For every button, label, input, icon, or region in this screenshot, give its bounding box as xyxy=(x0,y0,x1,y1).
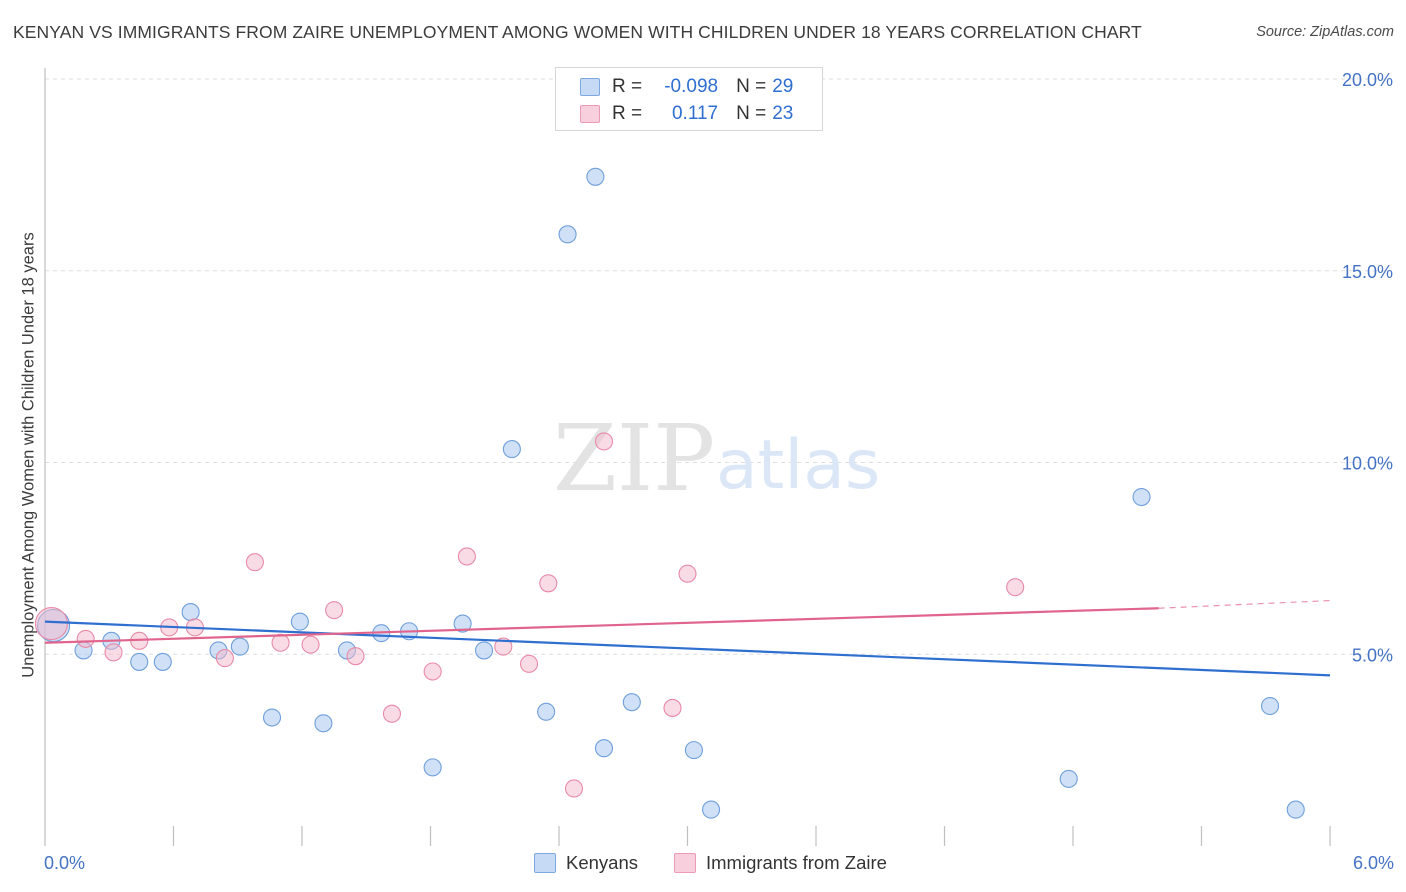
zaire-trend-extension xyxy=(1158,599,1331,609)
legend-n-label: N = xyxy=(736,103,767,124)
y-tick-label: 15.0% xyxy=(1342,262,1393,282)
kenyans-point xyxy=(1059,769,1078,788)
x-tick-label: 0.0% xyxy=(44,853,85,873)
legend-label-zaire: Immigrants from Zaire xyxy=(706,852,887,873)
y-tick-label: 20.0% xyxy=(1342,70,1393,90)
zaire-point xyxy=(271,633,290,652)
legend-swatch-zaire xyxy=(580,105,600,123)
zaire-point xyxy=(301,635,320,654)
zaire-point xyxy=(245,553,264,572)
kenyans-point xyxy=(1286,800,1305,819)
zaire-point xyxy=(104,643,123,662)
legend-item-kenyans[interactable]: Kenyans xyxy=(534,852,638,874)
kenyans-trend-line xyxy=(44,620,1331,677)
kenyans-point xyxy=(230,637,249,656)
legend-item-zaire[interactable]: Immigrants from Zaire xyxy=(674,852,887,874)
zaire-point xyxy=(457,547,476,566)
axes xyxy=(44,68,1331,846)
zaire-point xyxy=(346,647,365,666)
zaire-trend-line xyxy=(44,607,1159,644)
legend-swatch-kenyans xyxy=(534,853,556,873)
watermark: ZIP atlas xyxy=(553,405,880,512)
zaire-point xyxy=(325,601,344,620)
chart-title: KENYAN VS IMMIGRANTS FROM ZAIRE UNEMPLOY… xyxy=(13,22,1142,42)
zaire-point xyxy=(519,654,539,673)
zaire-point xyxy=(423,662,442,681)
correlation-legend: R = -0.098 N = 29 R = 0.117 N = 23 xyxy=(555,67,823,131)
kenyans-point xyxy=(453,614,472,633)
kenyans-point xyxy=(594,739,614,758)
legend-swatch-zaire xyxy=(674,853,696,873)
zaire-point xyxy=(382,704,402,723)
kenyans-point xyxy=(262,708,282,727)
kenyans-point xyxy=(181,603,200,622)
legend-row-zaire: R = 0.117 N = 23 xyxy=(580,102,793,126)
legend-r-value: 0.117 xyxy=(671,103,719,124)
zaire-point xyxy=(678,564,697,583)
legend-label-kenyans: Kenyans xyxy=(566,852,638,873)
zaire-point xyxy=(594,432,614,451)
kenyans-point xyxy=(684,741,703,760)
zaire-point xyxy=(215,649,234,668)
legend-n-value: 23 xyxy=(772,103,794,124)
watermark-zip: ZIP xyxy=(553,405,715,512)
legend-r-value: -0.098 xyxy=(664,76,719,97)
zaire-point xyxy=(76,629,95,648)
zaire-point xyxy=(1006,578,1025,597)
watermark-atlas: atlas xyxy=(716,426,880,505)
kenyans-point xyxy=(314,714,333,733)
y-tick-label: 10.0% xyxy=(1342,454,1393,474)
kenyans-point xyxy=(702,800,721,819)
series-legend: Kenyans Immigrants from Zaire xyxy=(0,852,1406,878)
y-tick-labels: 5.0% 10.0% 15.0% 20.0% xyxy=(1342,70,1393,665)
kenyans-point xyxy=(586,167,605,186)
y-tick-label: 5.0% xyxy=(1352,645,1393,665)
kenyans-point xyxy=(558,225,577,244)
kenyans-point xyxy=(153,652,172,671)
zaire-point xyxy=(34,607,68,641)
legend-r-label: R = xyxy=(612,103,643,124)
legend-r-label: R = xyxy=(612,76,643,97)
chart-source: Source: ZipAtlas.com xyxy=(1256,24,1394,40)
legend-n-value: 29 xyxy=(772,76,794,97)
kenyans-point xyxy=(537,702,556,721)
legend-row-kenyans: R = -0.098 N = 29 xyxy=(580,75,793,99)
kenyans-point xyxy=(290,612,309,631)
kenyans-point xyxy=(423,758,442,777)
kenyans-point xyxy=(502,440,521,459)
kenyans-point xyxy=(474,641,494,660)
legend-n-label: N = xyxy=(736,76,767,97)
zaire-point xyxy=(494,637,513,656)
x-tick-label: 6.0% xyxy=(1353,853,1394,873)
trend-lines xyxy=(44,599,1331,677)
kenyans-point xyxy=(1260,696,1280,716)
legend-swatch-kenyans xyxy=(580,78,600,96)
zaire-point xyxy=(663,698,682,717)
kenyans-point xyxy=(130,652,149,671)
zaire-point xyxy=(539,574,558,593)
zaire-point xyxy=(564,779,584,798)
kenyans-point xyxy=(622,693,641,712)
kenyans-point xyxy=(1132,487,1151,507)
grid-lines xyxy=(45,78,1390,655)
x-tick-labels: 0.0% 6.0% xyxy=(44,853,1394,873)
